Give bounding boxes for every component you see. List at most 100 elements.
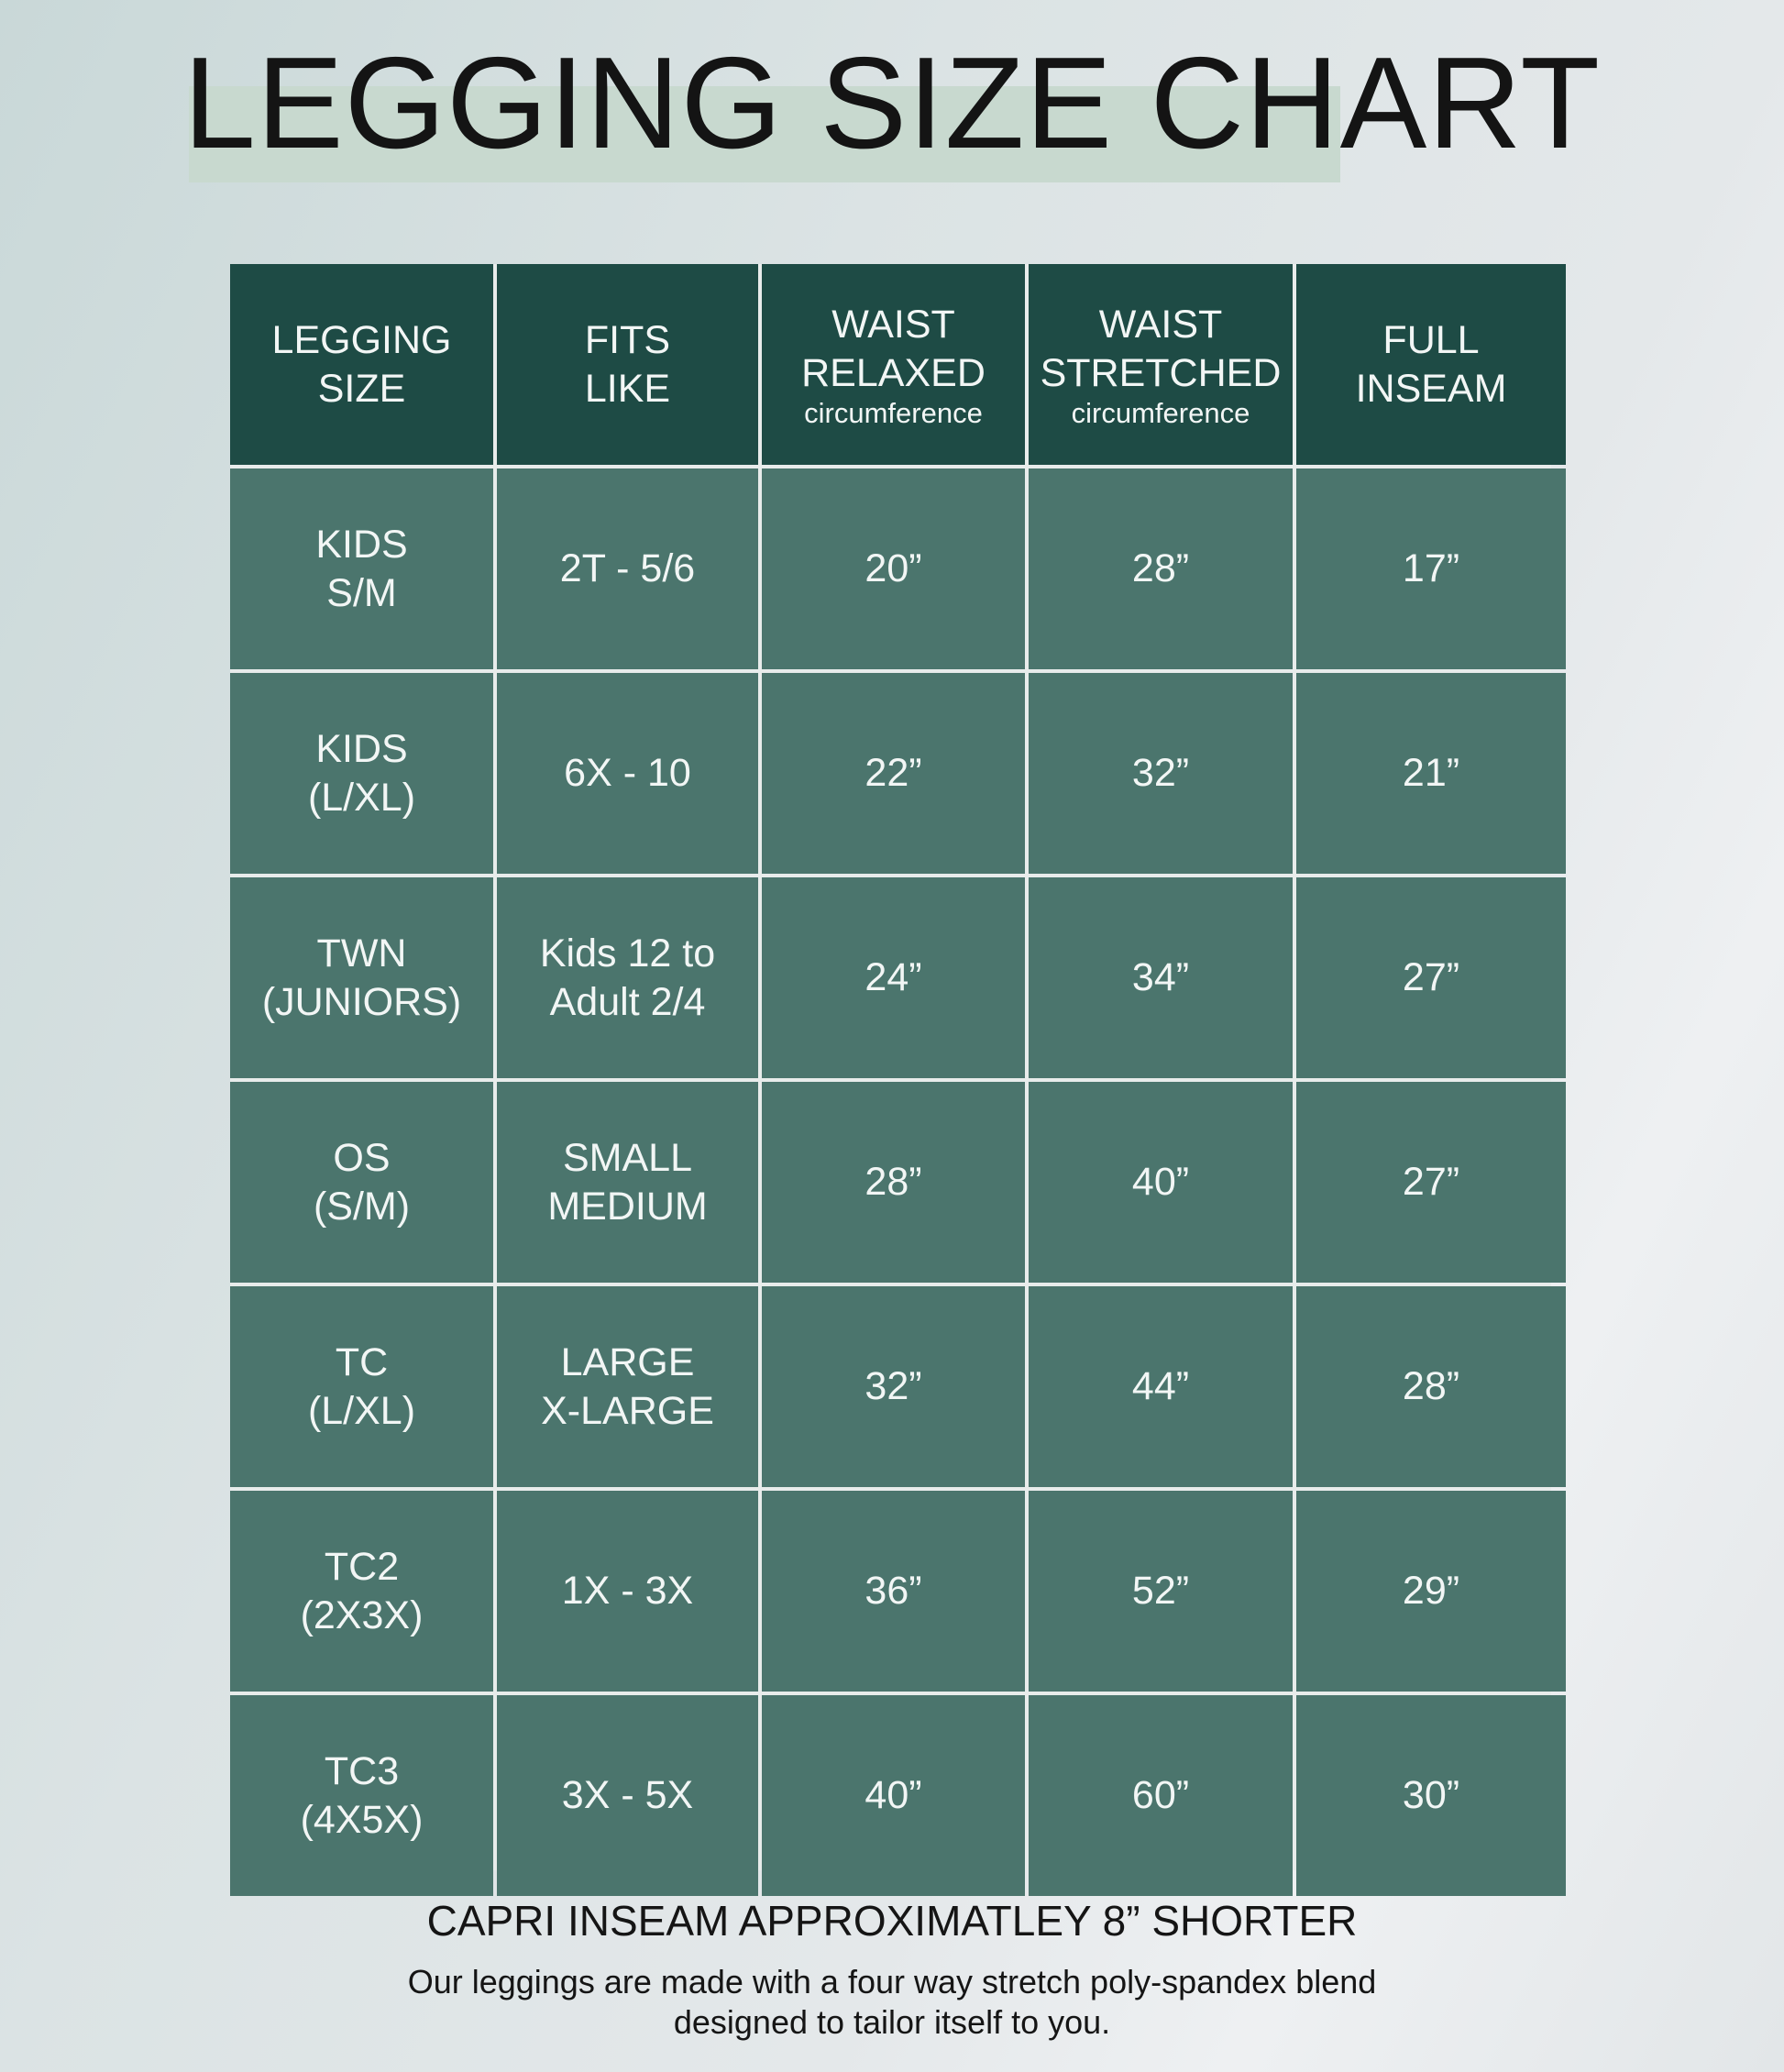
waist-relaxed-cell: 22” xyxy=(762,673,1025,874)
fits-cell-text: 3X - 5X xyxy=(561,1773,694,1817)
size-cell-text: (S/M) xyxy=(313,1184,411,1229)
size-cell-text: KIDS xyxy=(315,522,408,567)
waist-stretched-cell-text: 34” xyxy=(1131,955,1190,999)
size-cell-text: (L/XL) xyxy=(307,1388,416,1433)
inseam-cell: 30” xyxy=(1296,1695,1566,1896)
waist-relaxed-cell: 32” xyxy=(762,1286,1025,1487)
header-line: FITS xyxy=(584,317,671,362)
waist-stretched-cell-text: 60” xyxy=(1131,1773,1190,1817)
inseam-cell: 28” xyxy=(1296,1286,1566,1487)
inseam-cell: 27” xyxy=(1296,877,1566,1078)
waist-relaxed-cell-text: 28” xyxy=(864,1160,922,1204)
waist-stretched-cell: 32” xyxy=(1029,673,1293,874)
header-subtitle: circumference xyxy=(804,396,983,429)
header-line: INSEAM xyxy=(1355,366,1507,411)
header-subtitle: circumference xyxy=(1071,396,1250,429)
header-cell: WAIST STRETCHED circumference xyxy=(1029,264,1293,465)
size-cell-text: (L/XL) xyxy=(307,775,416,820)
header-cell: FULL INSEAM xyxy=(1296,264,1566,465)
fits-cell-text: SMALL xyxy=(562,1135,692,1180)
size-cell-text: TWN xyxy=(316,931,407,975)
size-cell-text: (JUNIORS) xyxy=(261,979,462,1024)
header-line: LEGGING xyxy=(271,317,452,362)
fits-cell: 6X - 10 xyxy=(497,673,758,874)
size-cell: KIDS (L/XL) xyxy=(230,673,493,874)
fits-cell-text: Adult 2/4 xyxy=(549,979,706,1024)
waist-relaxed-cell: 24” xyxy=(762,877,1025,1078)
fits-cell-text: 6X - 10 xyxy=(564,751,691,795)
waist-relaxed-cell: 20” xyxy=(762,468,1025,669)
title-highlight xyxy=(189,86,1340,182)
size-cell-text: TC3 xyxy=(324,1748,400,1793)
size-cell: TC3 (4X5X) xyxy=(230,1695,493,1896)
header-line: RELAXED xyxy=(801,350,986,395)
fits-cell: SMALL MEDIUM xyxy=(497,1082,758,1283)
waist-stretched-cell: 44” xyxy=(1029,1286,1293,1487)
inseam-cell: 29” xyxy=(1296,1491,1566,1692)
fits-cell: 3X - 5X xyxy=(497,1695,758,1896)
inseam-cell: 17” xyxy=(1296,468,1566,669)
waist-stretched-cell-text: 44” xyxy=(1131,1364,1190,1408)
waist-stretched-cell: 28” xyxy=(1029,468,1293,669)
waist-relaxed-cell-text: 24” xyxy=(864,955,922,999)
size-cell: OS (S/M) xyxy=(230,1082,493,1283)
size-cell-text: OS xyxy=(333,1135,391,1180)
waist-relaxed-cell: 40” xyxy=(762,1695,1025,1896)
waist-stretched-cell-text: 52” xyxy=(1131,1569,1190,1613)
waist-relaxed-cell-text: 40” xyxy=(864,1773,922,1817)
fits-cell: 2T - 5/6 xyxy=(497,468,758,669)
size-cell: TC (L/XL) xyxy=(230,1286,493,1487)
fits-cell-text: 1X - 3X xyxy=(561,1569,694,1613)
header-cell: FITS LIKE xyxy=(497,264,758,465)
inseam-cell-text: 27” xyxy=(1402,1160,1460,1204)
capri-note: CAPRI INSEAM APPROXIMATLEY 8” SHORTER xyxy=(426,1897,1358,1945)
fits-cell-text: Kids 12 to xyxy=(539,931,716,975)
inseam-cell-text: 17” xyxy=(1402,546,1460,590)
size-cell: TWN (JUNIORS) xyxy=(230,877,493,1078)
waist-stretched-cell: 52” xyxy=(1029,1491,1293,1692)
inseam-cell-text: 29” xyxy=(1402,1569,1460,1613)
waist-stretched-cell-text: 32” xyxy=(1131,751,1190,795)
waist-stretched-cell-text: 28” xyxy=(1131,546,1190,590)
header-line: SIZE xyxy=(317,366,406,411)
fabric-description: Our leggings are made with a four way st… xyxy=(0,1962,1784,2043)
fits-cell-text: MEDIUM xyxy=(547,1184,708,1229)
waist-stretched-cell: 40” xyxy=(1029,1082,1293,1283)
waist-relaxed-cell-text: 36” xyxy=(864,1569,922,1613)
fits-cell: Kids 12 to Adult 2/4 xyxy=(497,877,758,1078)
fits-cell-text: 2T - 5/6 xyxy=(559,546,696,590)
waist-stretched-cell-text: 40” xyxy=(1131,1160,1190,1204)
inseam-cell: 27” xyxy=(1296,1082,1566,1283)
waist-stretched-cell: 60” xyxy=(1029,1695,1293,1896)
description-line: Our leggings are made with a four way st… xyxy=(407,1963,1377,2000)
header-line: WAIST xyxy=(1098,302,1223,347)
page-title: LEGGING SIZE CHART xyxy=(182,30,1602,176)
fits-cell: LARGE X-LARGE xyxy=(497,1286,758,1487)
inseam-cell-text: 27” xyxy=(1402,955,1460,999)
description-line: designed to tailor itself to you. xyxy=(673,2003,1111,2041)
waist-relaxed-cell-text: 32” xyxy=(864,1364,922,1408)
fits-cell-text: X-LARGE xyxy=(541,1388,714,1433)
size-cell-text: KIDS xyxy=(315,726,408,771)
inseam-cell-text: 28” xyxy=(1402,1364,1460,1408)
size-cell-text: (4X5X) xyxy=(300,1797,424,1842)
inseam-cell-text: 30” xyxy=(1402,1773,1460,1817)
waist-stretched-cell: 34” xyxy=(1029,877,1293,1078)
size-cell-text: (2X3X) xyxy=(300,1593,424,1637)
size-cell-text: TC xyxy=(335,1339,389,1384)
header-line: LIKE xyxy=(584,366,671,411)
header-line: WAIST xyxy=(831,302,955,347)
size-cell: KIDS S/M xyxy=(230,468,493,669)
waist-relaxed-cell-text: 20” xyxy=(864,546,922,590)
header-cell: LEGGING SIZE xyxy=(230,264,493,465)
size-cell-text: TC2 xyxy=(324,1544,400,1589)
waist-relaxed-cell-text: 22” xyxy=(864,751,922,795)
header-line: FULL xyxy=(1382,317,1480,362)
waist-relaxed-cell: 28” xyxy=(762,1082,1025,1283)
header-line: STRETCHED xyxy=(1040,350,1282,395)
inseam-cell-text: 21” xyxy=(1402,751,1460,795)
size-cell-text: S/M xyxy=(326,570,397,615)
size-chart-table: LEGGING SIZE FITS LIKE WAIST RELAXED circumfer… xyxy=(230,264,1566,1896)
fits-cell: 1X - 3X xyxy=(497,1491,758,1692)
fits-cell-text: LARGE xyxy=(560,1339,695,1384)
